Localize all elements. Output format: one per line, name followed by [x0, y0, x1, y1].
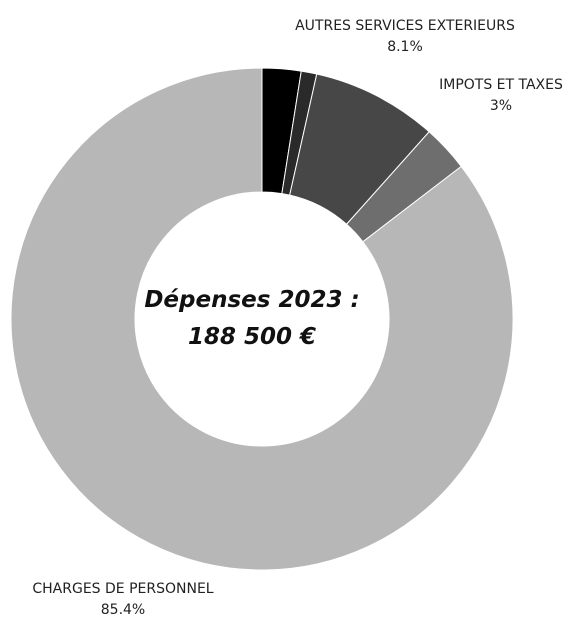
- slice-label-autres-services: AUTRES SERVICES EXTERIEURS: [295, 18, 515, 34]
- slice-pct-autres-services: 8.1%: [387, 39, 423, 55]
- donut-slice-4: [10, 67, 514, 571]
- center-label-line2: 188 500 €: [188, 324, 316, 350]
- slice-pct-charges-personnel: 85.4%: [101, 602, 145, 618]
- donut-slices: [10, 67, 514, 571]
- center-label-line1: Dépenses 2023 :: [144, 287, 359, 313]
- slice-label-impots-taxes: IMPOTS ET TAXES: [439, 77, 563, 93]
- slice-label-charges-personnel: CHARGES DE PERSONNEL: [32, 581, 213, 597]
- slice-pct-impots-taxes: 3%: [490, 98, 512, 114]
